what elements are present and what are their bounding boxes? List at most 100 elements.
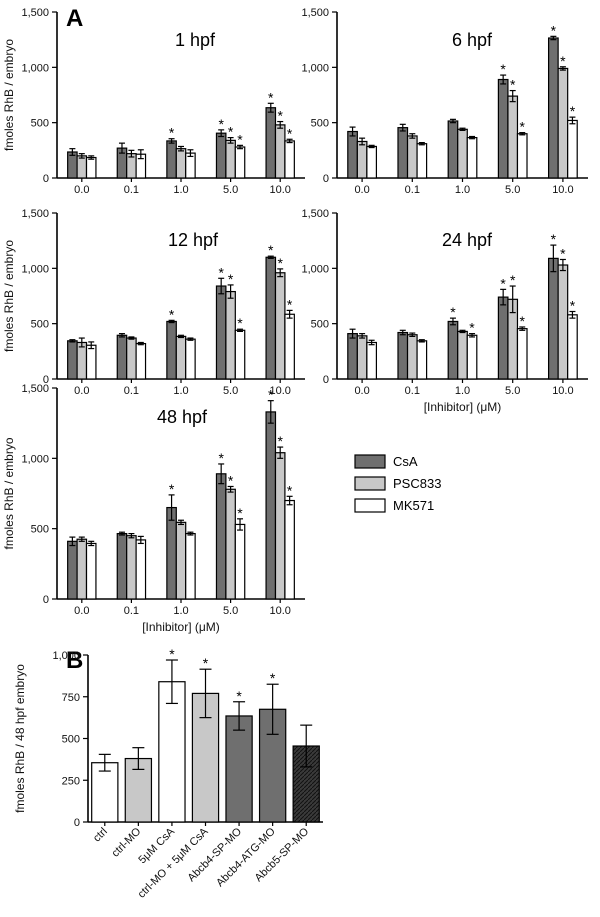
- bar-csa-5.0: [497, 78, 509, 179]
- chart-3: 0 500 1,000 1,500 fmoles RhB / embryo 12 hpf 0…: [2, 208, 305, 397]
- bar-csa-5.0: [215, 132, 227, 179]
- bar-psc833-0.0: [76, 155, 88, 179]
- x-tick-label: 5.0: [223, 385, 238, 397]
- chart-6: 0 250 500 750 1,000 fmoles RhB / 48 hpf embry…: [13, 646, 323, 901]
- significance-star: *: [277, 255, 283, 271]
- bar-psc833-5.0: [507, 95, 519, 179]
- chart-4: 0 500 1,000 1,500 24 hpf [Inhibitor] (μM) 0.0 0…: [301, 208, 588, 414]
- significance-star: *: [551, 22, 557, 38]
- x-tick-label: 5.0: [223, 184, 238, 196]
- y-tick-label: 1,000: [52, 650, 80, 662]
- significance-star: *: [560, 245, 566, 261]
- bar-psc833-10.0: [557, 264, 569, 380]
- bar-5-m-csa: [158, 681, 186, 823]
- bar-abcb4-sp-mo: [225, 715, 253, 823]
- bar-psc833-10.0: [557, 67, 569, 179]
- x-tick-label: 1.0: [173, 605, 188, 617]
- y-tick-label: 0: [323, 374, 329, 386]
- y-tick-label: 1,500: [21, 208, 49, 220]
- bar-csa-5.0: [215, 473, 227, 600]
- y-tick-label: 0: [43, 374, 49, 386]
- x-tick-label: 1.0: [173, 385, 188, 397]
- significance-star: *: [268, 89, 274, 105]
- y-axis-label: fmoles RhB / 48 hpf embryo: [13, 664, 27, 813]
- panel-title: 12 hpf: [168, 230, 219, 250]
- legend-swatch-csa: [354, 454, 386, 469]
- x-tick-label: 0.1: [124, 385, 139, 397]
- significance-star: *: [218, 264, 224, 280]
- y-tick-label: 0: [74, 817, 80, 829]
- significance-star: *: [277, 108, 283, 124]
- bar-csa-10.0: [265, 411, 277, 600]
- significance-star: *: [218, 450, 224, 466]
- bar-mk571-10.0: [567, 119, 578, 179]
- bar-csa-0.0: [347, 333, 358, 380]
- significance-star: *: [228, 472, 234, 488]
- bar-mk571-0.0: [366, 145, 378, 179]
- legend-swatch-mk571: [354, 498, 386, 513]
- bar-mk571-10.0: [567, 314, 578, 380]
- significance-star: *: [169, 481, 175, 497]
- x-tick-label: 0.1: [124, 184, 139, 196]
- y-axis-label: fmoles RhB / embryo: [2, 437, 16, 549]
- bar-mk571-1.0: [185, 532, 196, 600]
- bar-csa-0.1: [116, 334, 128, 380]
- legend-swatch-psc833: [354, 476, 386, 491]
- significance-star: *: [169, 646, 175, 662]
- y-tick-label: 0: [43, 594, 49, 606]
- y-tick-label: 1,000: [21, 263, 49, 275]
- x-tick-label: 5.0: [505, 385, 520, 397]
- x-tick-label: 1.0: [455, 184, 470, 196]
- bar-csa-0.0: [67, 340, 78, 380]
- bar-psc833-1.0: [457, 128, 468, 179]
- y-tick-label: 1,500: [21, 7, 49, 19]
- y-tick-label: 500: [31, 319, 49, 331]
- x-tick-label: 10.0: [269, 184, 290, 196]
- significance-star: *: [450, 304, 456, 320]
- x-tick-label: 10.0: [269, 605, 290, 617]
- y-tick-label: 1,000: [21, 453, 49, 465]
- bar-mk571-5.0: [234, 329, 246, 380]
- panel-title: 48 hpf: [157, 407, 208, 427]
- significance-star: *: [268, 387, 274, 403]
- bar-mk571-0.1: [416, 143, 428, 179]
- legend-label-psc833: PSC833: [393, 476, 441, 491]
- bar-csa-1.0: [166, 140, 177, 179]
- y-tick-label: 500: [62, 734, 80, 746]
- bar-psc833-0.0: [356, 140, 368, 179]
- legend-label-mk571: MK571: [393, 498, 434, 513]
- x-tick-label: Abcb4-ATG-MO: [214, 825, 278, 889]
- x-tick-label: 5.0: [223, 605, 238, 617]
- bar-psc833-5.0: [225, 488, 236, 600]
- x-tick-label: 1.0: [455, 385, 470, 397]
- chart-5: 0 500 1,000 1,500 fmoles RhB / embryo 48 hpf […: [2, 383, 305, 634]
- panel-label-a: A: [66, 5, 83, 32]
- significance-star: *: [570, 103, 576, 119]
- significance-star: *: [287, 296, 293, 312]
- bar-psc833-1.0: [175, 521, 187, 600]
- bar-mk571-5.0: [516, 328, 528, 380]
- bar-psc833-0.0: [356, 335, 368, 380]
- x-tick-label: 0.1: [405, 184, 420, 196]
- x-tick-label: 0.0: [354, 385, 369, 397]
- bar-psc833-10.0: [274, 124, 286, 179]
- significance-star: *: [287, 125, 293, 141]
- significance-star: *: [510, 272, 516, 288]
- significance-star: *: [236, 688, 242, 704]
- bar-mk571-0.0: [366, 341, 378, 380]
- bar-mk571-5.0: [516, 133, 528, 179]
- bar-psc833-10.0: [274, 272, 286, 380]
- panel-title: 1 hpf: [175, 30, 216, 50]
- bar-mk571-5.0: [234, 146, 246, 179]
- y-tick-label: 500: [31, 524, 49, 536]
- x-tick-label: 0.1: [124, 605, 139, 617]
- y-axis-label: fmoles RhB / embryo: [2, 39, 16, 151]
- bar-csa-0.0: [347, 130, 358, 179]
- significance-star: *: [228, 271, 234, 287]
- bar-psc833-0.0: [76, 538, 88, 600]
- x-tick-label: 0.1: [405, 385, 420, 397]
- y-tick-label: 1,000: [21, 62, 49, 74]
- bar-mk571-1.0: [466, 137, 478, 179]
- bar-psc833-0.1: [126, 535, 137, 600]
- bar-mk571-0.1: [416, 340, 428, 380]
